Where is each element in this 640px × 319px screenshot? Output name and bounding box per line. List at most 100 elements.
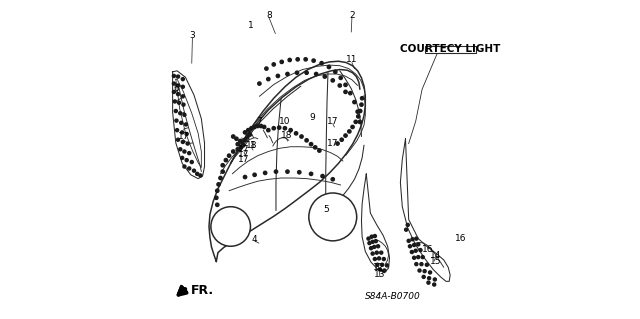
Circle shape bbox=[185, 159, 188, 162]
Circle shape bbox=[339, 76, 342, 79]
Circle shape bbox=[336, 142, 339, 145]
Circle shape bbox=[214, 196, 218, 199]
Circle shape bbox=[177, 75, 180, 78]
Circle shape bbox=[304, 58, 307, 61]
Text: 18: 18 bbox=[281, 131, 292, 140]
Circle shape bbox=[177, 101, 180, 104]
Circle shape bbox=[433, 278, 436, 281]
Circle shape bbox=[193, 169, 196, 172]
FancyBboxPatch shape bbox=[424, 46, 476, 53]
Circle shape bbox=[243, 138, 246, 141]
Circle shape bbox=[289, 129, 292, 132]
Circle shape bbox=[216, 189, 219, 192]
Text: 2: 2 bbox=[349, 11, 355, 20]
Text: 5: 5 bbox=[323, 205, 329, 214]
Text: 1: 1 bbox=[250, 141, 255, 150]
Circle shape bbox=[177, 93, 180, 96]
Circle shape bbox=[422, 275, 425, 278]
Circle shape bbox=[411, 238, 414, 241]
Circle shape bbox=[253, 173, 256, 176]
Circle shape bbox=[199, 174, 202, 177]
Circle shape bbox=[240, 140, 243, 144]
Circle shape bbox=[371, 252, 374, 255]
Circle shape bbox=[232, 150, 235, 153]
FancyArrowPatch shape bbox=[178, 286, 187, 294]
Circle shape bbox=[331, 178, 335, 181]
Circle shape bbox=[242, 144, 245, 147]
Circle shape bbox=[264, 171, 267, 174]
Text: 13: 13 bbox=[374, 271, 386, 279]
Circle shape bbox=[236, 143, 239, 146]
Circle shape bbox=[188, 152, 191, 155]
Circle shape bbox=[265, 67, 268, 70]
Text: 14: 14 bbox=[430, 251, 441, 260]
Circle shape bbox=[428, 277, 431, 280]
Circle shape bbox=[276, 74, 280, 78]
Circle shape bbox=[408, 245, 412, 248]
Circle shape bbox=[186, 142, 189, 145]
Circle shape bbox=[179, 148, 182, 151]
Circle shape bbox=[181, 85, 184, 88]
Circle shape bbox=[296, 71, 299, 74]
Circle shape bbox=[243, 131, 246, 134]
Circle shape bbox=[356, 115, 360, 118]
Circle shape bbox=[407, 239, 410, 242]
Circle shape bbox=[172, 74, 175, 78]
Circle shape bbox=[177, 138, 180, 141]
Circle shape bbox=[373, 257, 376, 261]
Text: 17: 17 bbox=[238, 150, 250, 159]
Circle shape bbox=[314, 72, 318, 76]
Text: 17: 17 bbox=[238, 145, 250, 154]
Circle shape bbox=[323, 75, 326, 78]
Circle shape bbox=[423, 270, 426, 273]
Circle shape bbox=[267, 78, 270, 81]
Text: 17: 17 bbox=[178, 132, 189, 141]
Circle shape bbox=[410, 250, 413, 254]
Circle shape bbox=[288, 58, 291, 62]
Text: 11: 11 bbox=[346, 56, 358, 64]
Circle shape bbox=[420, 263, 423, 266]
Circle shape bbox=[369, 247, 372, 250]
Circle shape bbox=[224, 159, 228, 162]
Circle shape bbox=[321, 174, 324, 178]
Circle shape bbox=[349, 92, 352, 95]
Circle shape bbox=[246, 129, 250, 132]
Circle shape bbox=[358, 109, 362, 113]
Circle shape bbox=[190, 160, 193, 164]
Text: 7: 7 bbox=[257, 117, 262, 126]
Circle shape bbox=[250, 127, 253, 130]
Circle shape bbox=[309, 193, 356, 241]
Circle shape bbox=[182, 103, 185, 106]
Circle shape bbox=[381, 263, 384, 266]
Circle shape bbox=[360, 103, 363, 106]
Circle shape bbox=[177, 84, 180, 87]
Circle shape bbox=[348, 130, 351, 133]
Circle shape bbox=[286, 170, 289, 173]
Circle shape bbox=[380, 251, 383, 254]
Circle shape bbox=[309, 143, 313, 146]
Circle shape bbox=[272, 63, 275, 66]
Circle shape bbox=[354, 120, 357, 123]
Text: 10: 10 bbox=[278, 117, 290, 126]
Circle shape bbox=[309, 172, 313, 175]
Circle shape bbox=[385, 264, 388, 267]
Circle shape bbox=[181, 95, 184, 98]
Circle shape bbox=[174, 109, 177, 113]
Circle shape bbox=[180, 156, 184, 160]
Circle shape bbox=[227, 154, 231, 157]
Circle shape bbox=[256, 124, 259, 128]
Circle shape bbox=[243, 175, 246, 179]
Circle shape bbox=[219, 176, 222, 180]
Text: 12: 12 bbox=[373, 263, 385, 272]
Text: 6: 6 bbox=[173, 84, 179, 93]
Text: 16: 16 bbox=[422, 245, 433, 254]
Text: 17: 17 bbox=[327, 117, 339, 126]
Circle shape bbox=[284, 127, 287, 130]
Circle shape bbox=[239, 139, 242, 143]
Circle shape bbox=[373, 234, 376, 238]
Circle shape bbox=[181, 140, 184, 144]
Circle shape bbox=[383, 269, 386, 272]
Circle shape bbox=[267, 129, 270, 132]
Circle shape bbox=[217, 183, 220, 186]
Circle shape bbox=[427, 281, 430, 284]
